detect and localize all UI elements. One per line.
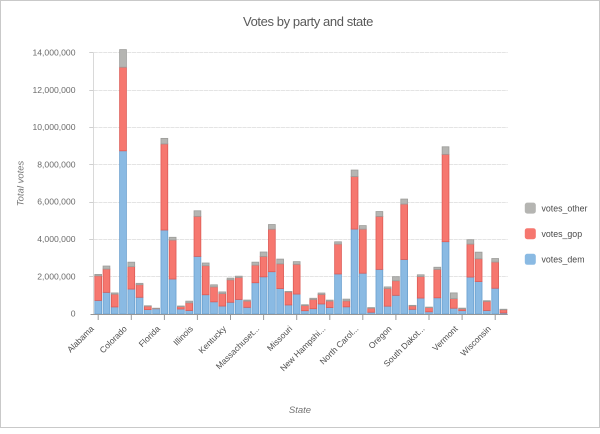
svg-text:Kentucky: Kentucky bbox=[196, 323, 228, 355]
svg-text:Illinois: Illinois bbox=[171, 324, 195, 348]
svg-text:Total votes: Total votes bbox=[16, 160, 27, 206]
svg-text:Votes by party and state: Votes by party and state bbox=[243, 14, 373, 29]
svg-text:12,000,000: 12,000,000 bbox=[32, 85, 75, 95]
svg-text:Colorado: Colorado bbox=[97, 323, 129, 355]
svg-text:10,000,000: 10,000,000 bbox=[32, 122, 75, 132]
svg-text:Wisconsin: Wisconsin bbox=[458, 323, 493, 358]
svg-text:Oregon: Oregon bbox=[366, 323, 393, 350]
svg-text:Missouri: Missouri bbox=[265, 324, 295, 354]
svg-text:votes_other: votes_other bbox=[542, 203, 588, 213]
svg-text:6,000,000: 6,000,000 bbox=[37, 197, 75, 207]
svg-text:votes_gop: votes_gop bbox=[542, 229, 583, 239]
svg-text:Alabama: Alabama bbox=[65, 323, 96, 354]
svg-text:State: State bbox=[289, 405, 311, 416]
svg-text:Florida: Florida bbox=[137, 323, 163, 349]
svg-text:14,000,000: 14,000,000 bbox=[32, 48, 75, 58]
svg-text:8,000,000: 8,000,000 bbox=[37, 160, 75, 170]
svg-text:votes_dem: votes_dem bbox=[542, 255, 585, 265]
svg-text:4,000,000: 4,000,000 bbox=[37, 234, 75, 244]
svg-text:0: 0 bbox=[71, 309, 76, 319]
svg-text:Vermont: Vermont bbox=[430, 323, 460, 353]
svg-text:2,000,000: 2,000,000 bbox=[37, 271, 75, 281]
